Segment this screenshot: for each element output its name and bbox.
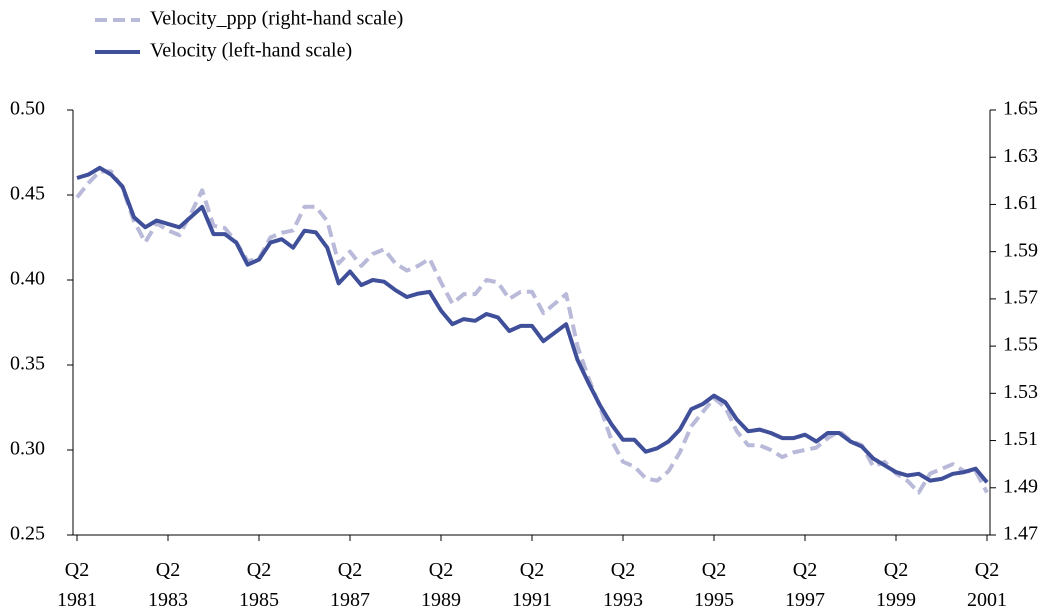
- y-tick-label: 0.45: [10, 183, 45, 205]
- series-line: [75, 169, 989, 495]
- y-tick-label: 0.40: [10, 268, 45, 290]
- x-tick-label: Q2 1995: [694, 559, 734, 611]
- x-tick-label: Q2 1981: [57, 559, 97, 611]
- x-tick-label: Q2 1989: [421, 559, 461, 611]
- y2-tick-label: 1.63: [1003, 145, 1038, 167]
- y2-tick-label: 1.47: [1003, 523, 1038, 545]
- y-tick-label: 0.25: [10, 523, 45, 545]
- x-tick-label: Q2 1987: [330, 559, 370, 611]
- legend-label: Velocity (left-hand scale): [150, 40, 352, 62]
- y2-tick-label: 1.61: [1003, 192, 1038, 214]
- y2-tick-label: 1.57: [1003, 286, 1038, 308]
- y2-tick-label: 1.49: [1003, 475, 1038, 497]
- y2-tick-label: 1.65: [1003, 98, 1038, 120]
- y2-tick-label: 1.53: [1003, 381, 1038, 403]
- x-tick-label: Q2 1993: [603, 559, 643, 611]
- x-tick-label: Q2 1999: [876, 559, 916, 611]
- y2-tick-label: 1.55: [1003, 334, 1038, 356]
- y-tick-label: 0.50: [10, 98, 45, 120]
- y2-tick-label: 1.51: [1003, 428, 1038, 450]
- y-tick-label: 0.30: [10, 438, 45, 460]
- x-tick-label: Q2 2001: [967, 559, 1007, 611]
- x-tick-label: Q2 1983: [148, 559, 188, 611]
- x-tick-label: Q2 1985: [239, 559, 279, 611]
- series-line: [76, 165, 989, 484]
- y-tick-label: 0.35: [10, 353, 45, 375]
- legend-label: Velocity_ppp (right-hand scale): [150, 8, 403, 30]
- x-tick-label: Q2 1991: [512, 559, 552, 611]
- x-tick-label: Q2 1997: [785, 559, 825, 611]
- y2-tick-label: 1.59: [1003, 239, 1038, 261]
